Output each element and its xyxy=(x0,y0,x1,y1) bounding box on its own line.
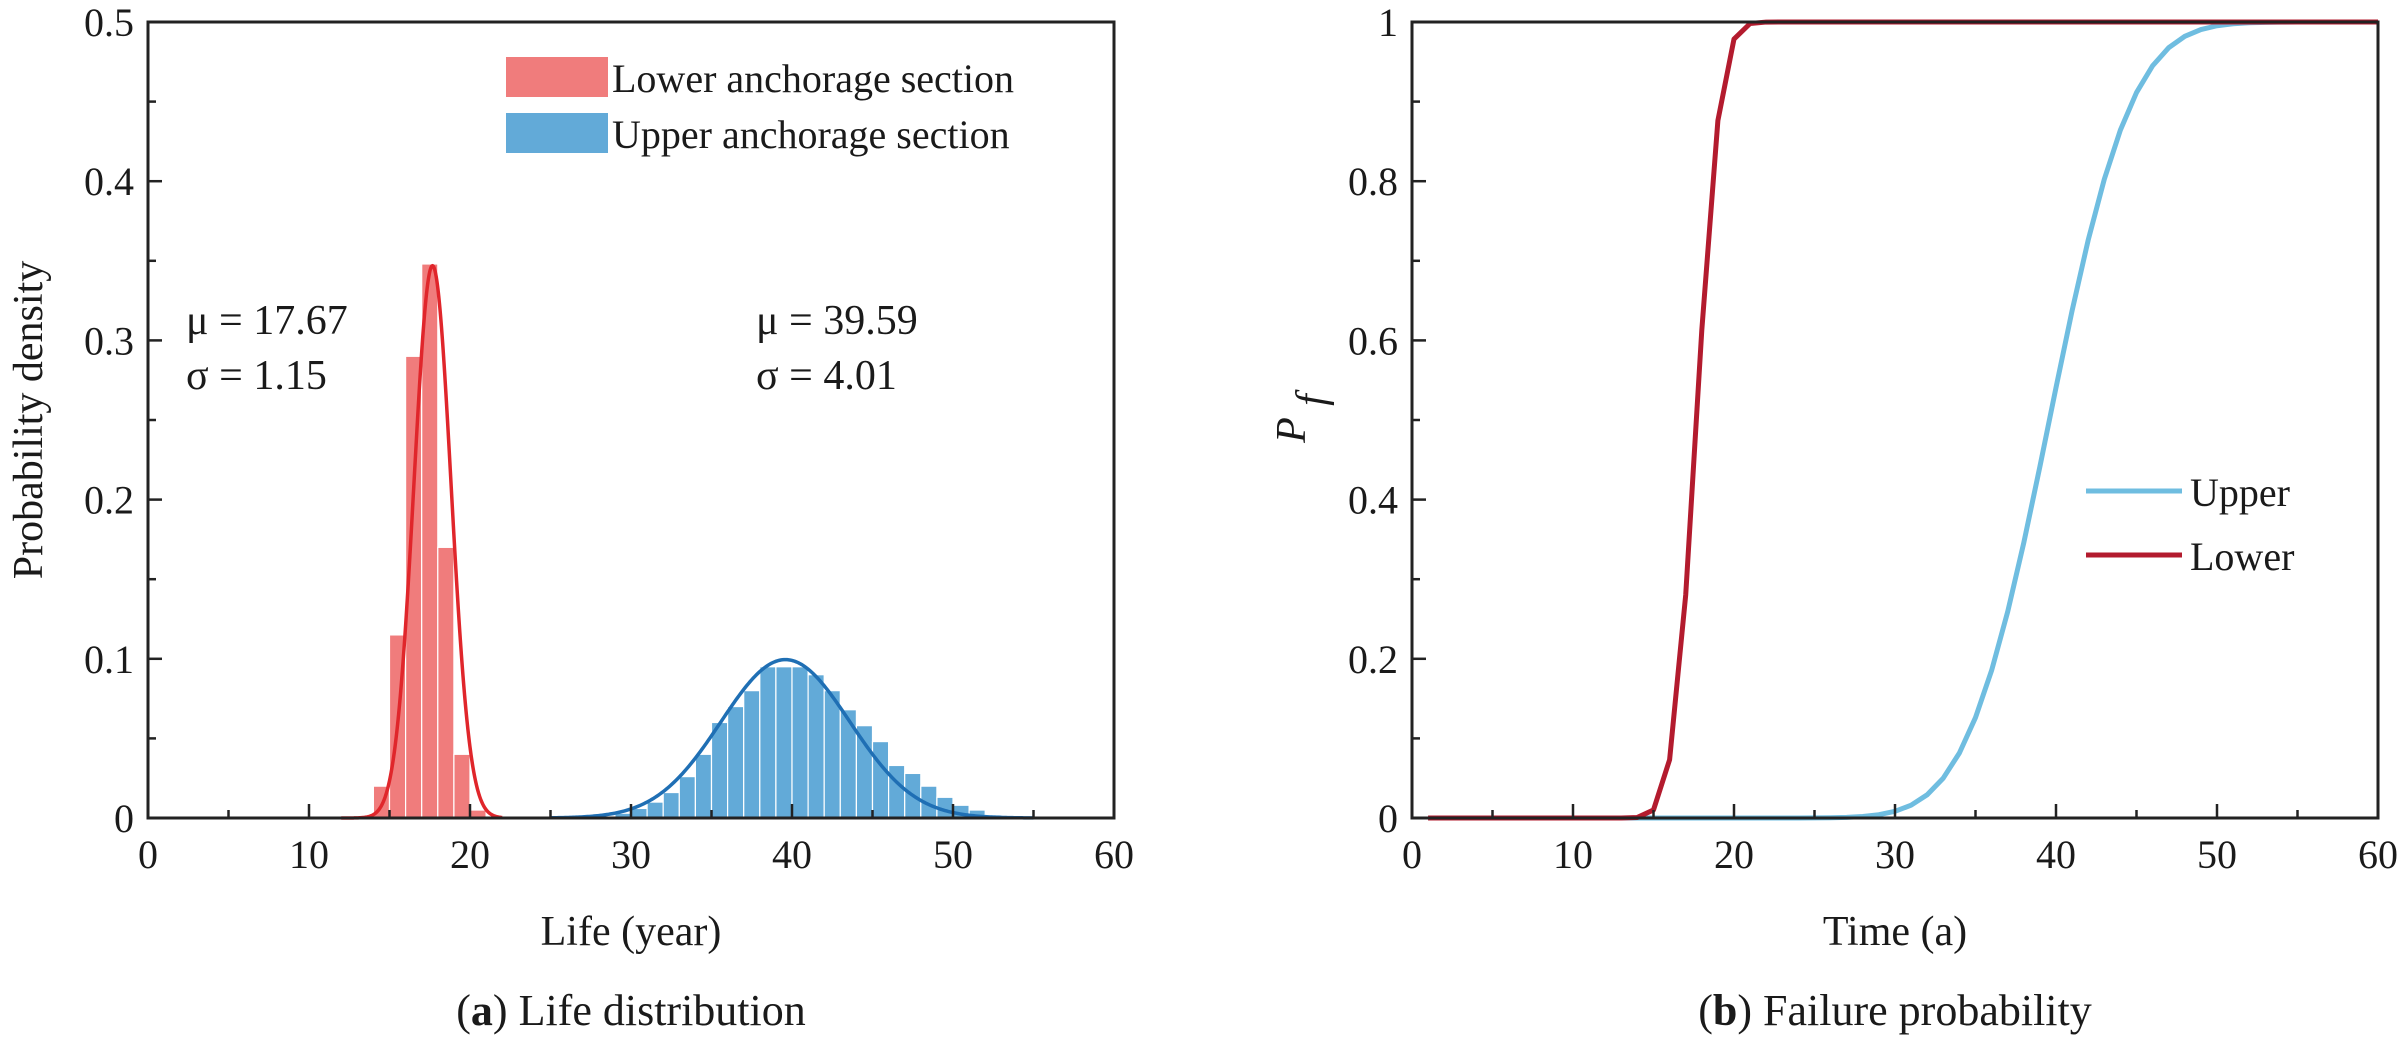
panel-b-x-tick-label: 0 xyxy=(1402,832,1422,877)
panel-a-x-tick-label: 60 xyxy=(1094,832,1134,877)
panel-a-caption: (a) Life distribution xyxy=(456,986,806,1035)
panel-a-x-axis-title: Life (year) xyxy=(541,909,722,955)
panel-b-legend: Upper Lower xyxy=(2086,470,2294,579)
panel-a-y-tick-label: 0.4 xyxy=(84,159,134,204)
upper-histogram-bar xyxy=(726,705,745,819)
panel-a-bars xyxy=(372,263,1002,819)
upper-histogram-bar xyxy=(887,764,906,819)
panel-a-life-distribution: 0 10 20 30 40 50 60 0 0.1 0.2 0.3 0.4 0.5 Lower anch… xyxy=(6,0,1134,1035)
upper-histogram-bar xyxy=(871,740,890,819)
upper-histogram-bar xyxy=(823,690,841,819)
panel-b-x-tick-label: 60 xyxy=(2358,832,2398,877)
upper-histogram-bar xyxy=(694,753,713,819)
panel-b-y-tick-label: 0.2 xyxy=(1348,637,1398,682)
panel-a-x-tick-label: 20 xyxy=(450,832,490,877)
lower-histogram-bar xyxy=(453,753,471,819)
panel-a-y-tick-label: 0.3 xyxy=(84,318,134,363)
y-axis-title-p: P xyxy=(1269,417,1315,444)
panel-a-x-tick-label: 40 xyxy=(772,832,812,877)
panel-b-x-tick-label: 50 xyxy=(2197,832,2237,877)
panel-a-x-tick-label: 0 xyxy=(138,832,158,877)
legend-label-lower: Lower anchorage section xyxy=(612,56,1014,101)
panel-b-y-tick-label: 0.4 xyxy=(1348,478,1398,523)
legend-label-upper-line: Upper xyxy=(2190,470,2290,515)
panel-a-y-tick-label: 0.5 xyxy=(84,0,134,45)
upper-histogram-bar xyxy=(710,721,729,819)
panel-a-y-tick-label: 0.2 xyxy=(84,478,134,523)
annotation-sigma-lower: σ = 1.15 xyxy=(186,353,327,399)
y-axis-title-subscript: f xyxy=(1289,389,1335,406)
panel-a-y-tick-label: 0.1 xyxy=(84,637,134,682)
annotation-mu-lower: μ = 17.67 xyxy=(186,298,348,344)
panel-b-x-tick-label: 20 xyxy=(1714,832,1754,877)
legend-swatch-lower xyxy=(506,57,608,97)
upper-histogram-bar xyxy=(855,725,874,819)
panel-a-y-tick-label: 0 xyxy=(114,796,134,841)
panel-a-legend: Lower anchorage section Upper anchorage … xyxy=(506,56,1014,157)
upper-histogram-bar xyxy=(791,666,809,819)
panel-b-x-tick-label: 30 xyxy=(1875,832,1915,877)
panel-b-ticks: 0 10 20 30 40 50 60 0 0.2 0.4 0.6 0.8 1 xyxy=(1348,0,2398,877)
annotation-sigma-upper: σ = 4.01 xyxy=(756,353,897,399)
panel-a-ticks: 0 10 20 30 40 50 60 0 0.1 0.2 0.3 0.4 0.5 xyxy=(84,0,1134,877)
panel-b-y-tick-label: 0.6 xyxy=(1348,318,1398,363)
panel-b-y-axis-title: P f xyxy=(1269,389,1335,444)
lower-histogram-bar xyxy=(437,546,455,819)
panel-a-x-tick-label: 30 xyxy=(611,832,651,877)
panel-a-y-axis-title: Probability density xyxy=(6,261,52,580)
lower-histogram-bar xyxy=(421,263,439,819)
upper-histogram-bar xyxy=(743,690,761,819)
panel-a-x-tick-label: 50 xyxy=(933,832,973,877)
legend-label-upper: Upper anchorage section xyxy=(612,112,1010,157)
panel-b-x-tick-label: 40 xyxy=(2036,832,2076,877)
panel-b-caption: (b) Failure probability xyxy=(1698,986,2092,1035)
panel-b-y-tick-label: 1 xyxy=(1378,0,1398,45)
upper-histogram-bar xyxy=(678,776,696,819)
upper-histogram-bar xyxy=(662,791,680,819)
panel-a-x-tick-label: 10 xyxy=(289,832,329,877)
panel-b-y-tick-label: 0.8 xyxy=(1348,159,1398,204)
upper-histogram-bar xyxy=(646,801,664,819)
upper-histogram-bar xyxy=(807,674,825,819)
panel-b-y-tick-label: 0 xyxy=(1378,796,1398,841)
legend-swatch-upper xyxy=(506,113,608,153)
upper-histogram-bar xyxy=(759,666,777,819)
panel-b-x-tick-label: 10 xyxy=(1553,832,1593,877)
annotation-mu-upper: μ = 39.59 xyxy=(756,298,918,344)
panel-b-x-axis-title: Time (a) xyxy=(1823,909,1967,955)
legend-label-lower-line: Lower xyxy=(2190,534,2294,579)
upper-histogram-bar xyxy=(775,666,793,819)
